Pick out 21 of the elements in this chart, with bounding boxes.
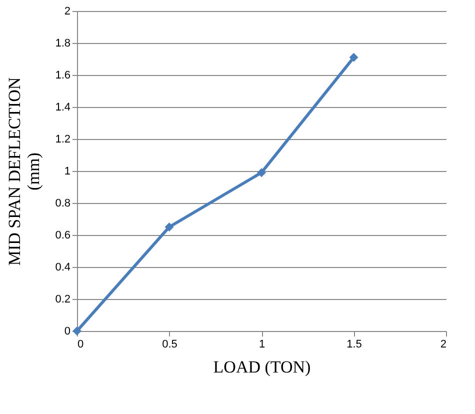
x-tick-label: 1.5 (346, 338, 362, 350)
y-axis-title: MID SPAN DEFLECTION (mm) (5, 77, 44, 266)
y-tick-label: 1.4 (55, 102, 70, 114)
point (349, 52, 358, 62)
x-tick-label: 1 (258, 338, 266, 350)
y-tick-label: 0.4 (55, 262, 70, 274)
y-tick-label: 0.8 (55, 198, 70, 210)
x-tick-label: 0 (78, 338, 84, 350)
y-tick-label: 0.2 (55, 294, 70, 306)
point (164, 222, 174, 232)
y-tick-label: 1.2 (55, 134, 70, 146)
y-tick-label: 0 (64, 326, 70, 338)
y-tick-label: 2 (64, 6, 70, 18)
y-tick-label: 1 (64, 166, 70, 178)
y-tick-label: 0.6 (55, 230, 70, 242)
point (257, 168, 266, 178)
y-tick-label: 1.8 (55, 38, 70, 50)
x-axis-title: LOAD (TON) (213, 358, 311, 376)
x-tick-label: 0.5 (162, 338, 178, 350)
y-tick-label: 1.6 (55, 70, 70, 82)
x-tick-label: 2 (440, 338, 446, 350)
